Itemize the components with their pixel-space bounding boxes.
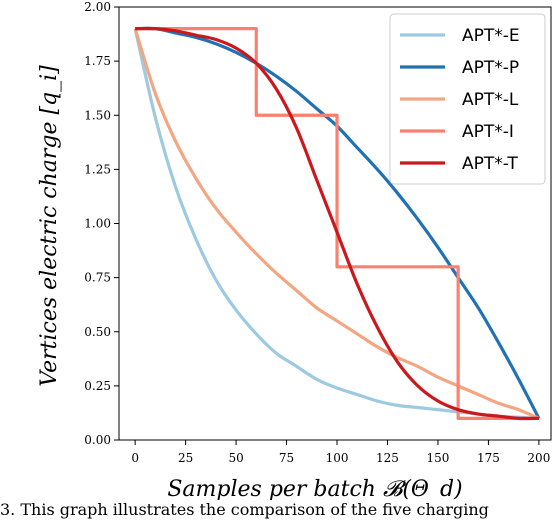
- x-axis-label: Samples per batch 𝓑(Θ_d): [167, 477, 462, 500]
- y-tick-label: 2.00: [84, 0, 111, 14]
- x-tick-label: 25: [178, 451, 193, 465]
- x-axis-ticks: 0 25 50 75 100 125 150 175 200: [131, 440, 550, 465]
- y-tick-label: 1.50: [84, 108, 111, 122]
- x-tick-label: 125: [376, 451, 399, 465]
- legend-label: APT*-P: [462, 58, 519, 78]
- legend-box: [389, 13, 546, 185]
- y-tick-label: 0.75: [84, 271, 111, 285]
- x-tick-label: 150: [427, 451, 450, 465]
- series-line-apt-t: [135, 26, 539, 421]
- legend-label: APT*-T: [462, 154, 518, 174]
- y-tick-label: 1.00: [84, 217, 111, 231]
- legend-label: APT*-E: [462, 26, 520, 46]
- x-tick-label: 50: [228, 451, 243, 465]
- series-line-apt-i: [135, 27, 539, 420]
- x-tick-label: 200: [527, 451, 550, 465]
- y-tick-label: 1.25: [84, 162, 111, 176]
- series-line-apt-l: [133, 28, 540, 420]
- series-layer: [133, 26, 541, 421]
- legend: APT*-E APT*-P APT*-L APT*-I APT*-T: [389, 13, 546, 185]
- figure-caption-fragment: 3. This graph illustrates the comparison…: [0, 500, 489, 519]
- x-tick-label: 75: [279, 451, 294, 465]
- y-tick-label: 0.00: [84, 433, 111, 447]
- x-tick-label: 0: [131, 451, 139, 465]
- y-axis-ticks: 0.00 0.25 0.50 0.75 1.00 1.25 1.50 1.75 2.00: [84, 0, 119, 447]
- y-tick-label: 1.75: [84, 54, 111, 68]
- legend-label: APT*-I: [462, 122, 514, 142]
- y-tick-label: 0.50: [84, 325, 111, 339]
- x-tick-label: 100: [326, 451, 349, 465]
- y-axis-label: Vertices electric charge [q_i]: [37, 65, 62, 387]
- y-tick-label: 0.25: [84, 379, 111, 393]
- line-chart: 0.00 0.25 0.50 0.75 1.00 1.25 1.50 1.75 2.00 0 25…: [37, 0, 552, 500]
- legend-items: APT*-E APT*-P APT*-L APT*-I APT*-T: [400, 26, 520, 174]
- x-tick-label: 175: [477, 451, 500, 465]
- legend-label: APT*-L: [462, 90, 519, 110]
